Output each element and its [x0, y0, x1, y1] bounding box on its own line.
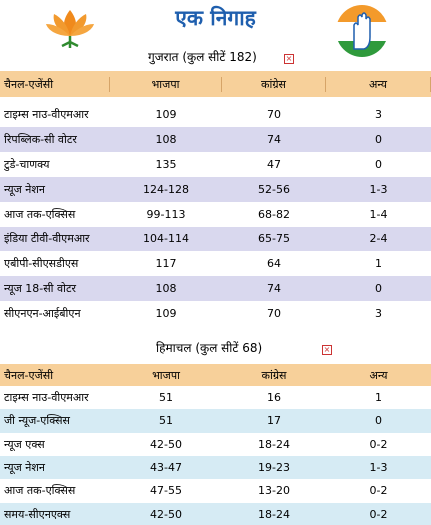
- table-cell: 70: [267, 107, 281, 121]
- header-row: चैनल-एजेंसी भाजपा कांग्रेस अन्य: [0, 364, 431, 386]
- table-cell: एबीपी-सीएसडीएस: [4, 257, 79, 271]
- table-cell: 108: [155, 132, 177, 146]
- table-cell: 13-20: [258, 484, 290, 498]
- table-row: न्यूज 18-सी वोटर 108 74 0: [0, 276, 431, 302]
- table-row: टाइम्स नाउ-वीएमआर 51 16 1: [0, 386, 431, 410]
- table-cell: 1-3: [369, 182, 388, 196]
- table-cell: 117: [155, 257, 177, 271]
- column-header: कांग्रेस: [222, 76, 326, 92]
- table-cell: 43-47: [150, 461, 182, 475]
- table-row: टुडे-चाणक्य 135 47 0: [0, 151, 431, 177]
- table-row: टाइम्स नाउ-वीएमआर 109 70 3: [0, 102, 431, 127]
- table-cell: 2-4: [369, 232, 388, 246]
- table-cell: 51: [159, 391, 173, 405]
- table-cell: आज तक-एक्सिस: [4, 484, 76, 498]
- table-cell: 0-2: [369, 507, 388, 521]
- close-icon: ×: [284, 54, 294, 64]
- table-cell: 47: [267, 157, 281, 171]
- table-cell: 3: [375, 107, 382, 121]
- table-row: एबीपी-सीएसडीएस 117 64 1: [0, 251, 431, 277]
- table-cell: 109: [155, 107, 177, 121]
- table-cell: 0: [375, 132, 382, 146]
- table-cell: सीएनएन-आईबीएन: [4, 307, 81, 321]
- table-cell: न्यूज नेशन: [4, 461, 45, 475]
- table-cell: 0: [375, 157, 382, 171]
- section-title: हिमाचल (कुल सीटें 68): [156, 341, 263, 355]
- table-cell: 64: [267, 257, 281, 271]
- table-cell: 42-50: [150, 437, 182, 451]
- table-cell: 1-3: [369, 461, 388, 475]
- table-cell: जी न्यूज-एक्सिस: [4, 414, 70, 428]
- table-row: न्यूज नेशन 43-47 19-23 1-3: [0, 455, 431, 480]
- table-cell: 1-4: [369, 207, 388, 221]
- table-row: इंडिया टीवी-वीएमआर 104-114 65-75 2-4: [0, 226, 431, 252]
- table-cell: 65-75: [258, 232, 290, 246]
- table-cell: 51: [159, 414, 173, 428]
- congress-logo: [336, 5, 388, 57]
- bjp-logo: [46, 10, 94, 48]
- table-cell: 0: [375, 282, 382, 296]
- table-cell: 16: [267, 391, 281, 405]
- table-cell: 74: [267, 132, 281, 146]
- table-cell: 17: [267, 414, 281, 428]
- table-row: सीएनएन-आईबीएन 109 70 3: [0, 301, 431, 327]
- table-cell: आज तक-एक्सिस: [4, 207, 76, 221]
- table-cell: 68-82: [258, 207, 290, 221]
- table-cell: 3: [375, 307, 382, 321]
- table-cell: 108: [155, 282, 177, 296]
- table-cell: 0-2: [369, 484, 388, 498]
- column-header: चैनल-एजेंसी: [4, 368, 54, 382]
- table-cell: 0: [375, 414, 382, 428]
- table-cell: 104-114: [143, 232, 189, 246]
- table-row: समय-सीएनएक्स 42-50 18-24 0-2: [0, 502, 431, 525]
- table-cell: 74: [267, 282, 281, 296]
- column-header: भाजपा: [152, 368, 180, 382]
- table-cell: समय-सीएनएक्स: [4, 507, 71, 521]
- table-cell: 135: [155, 157, 177, 171]
- table-cell: टाइम्स नाउ-वीएमआर: [4, 107, 89, 121]
- column-header: अन्य: [369, 368, 388, 382]
- table-row: आज तक-एक्सिस 99-113 68-82 1-4: [0, 201, 431, 227]
- table-cell: 1: [375, 257, 382, 271]
- table-cell: न्यूज एक्स: [4, 437, 45, 451]
- header-row: चैनल-एजेंसी भाजपा कांग्रेस अन्य: [0, 71, 431, 97]
- table-cell: टाइम्स नाउ-वीएमआर: [4, 391, 89, 405]
- table-cell: 70: [267, 307, 281, 321]
- table-cell: 19-23: [258, 461, 290, 475]
- table-row: न्यूज एक्स 42-50 18-24 0-2: [0, 432, 431, 456]
- table-cell: 42-50: [150, 507, 182, 521]
- table-cell: 109: [155, 307, 177, 321]
- table-cell: 0-2: [369, 437, 388, 451]
- table-cell: इंडिया टीवी-वीएमआर: [4, 232, 90, 246]
- column-header: भाजपा: [110, 76, 222, 92]
- table-row: आज तक-एक्सिस 47-55 13-20 0-2: [0, 479, 431, 503]
- table-cell: 52-56: [258, 182, 290, 196]
- table-cell: 18-24: [258, 507, 290, 521]
- table-cell: न्यूज नेशन: [4, 182, 45, 196]
- table-cell: 124-128: [143, 182, 189, 196]
- table-row: न्यूज नेशन 124-128 52-56 1-3: [0, 176, 431, 202]
- table-row: जी न्यूज-एक्सिस 51 17 0: [0, 409, 431, 433]
- close-icon: ×: [322, 345, 332, 355]
- column-header: चैनल-एजेंसी: [0, 76, 110, 92]
- page-title: एक निगाह: [175, 6, 256, 30]
- section-title: गुजरात (कुल सीटें 182): [148, 50, 257, 64]
- table-cell: टुडे-चाणक्य: [4, 157, 50, 171]
- table-row: रिपब्लिक-सी वोटर 108 74 0: [0, 126, 431, 152]
- table-cell: 99-113: [146, 207, 186, 221]
- table-cell: 47-55: [150, 484, 182, 498]
- column-header: अन्य: [326, 76, 431, 92]
- table-cell: 18-24: [258, 437, 290, 451]
- table-cell: रिपब्लिक-सी वोटर: [4, 132, 77, 146]
- table-cell: 1: [375, 391, 382, 405]
- column-header: कांग्रेस: [261, 368, 287, 382]
- table-cell: न्यूज 18-सी वोटर: [4, 282, 77, 296]
